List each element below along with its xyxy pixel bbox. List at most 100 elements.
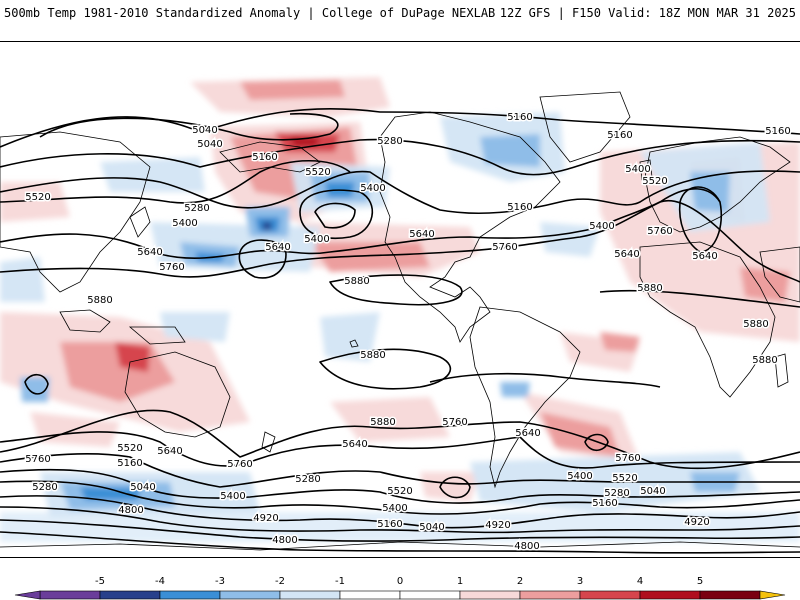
height-label: 5640 <box>692 251 717 262</box>
height-label: 5520 <box>25 192 50 203</box>
contour-low-indian <box>24 373 49 395</box>
africa-coast <box>639 241 776 398</box>
colorbar-segment <box>279 590 341 600</box>
height-label: 4800 <box>514 541 539 552</box>
height-label: 5520 <box>117 443 142 454</box>
colorbar-segment <box>219 590 281 600</box>
height-label: 5640 <box>157 446 182 457</box>
colorbar-segment <box>39 590 101 600</box>
height-label: 5400 <box>625 164 650 175</box>
height-label: 5640 <box>515 428 540 439</box>
height-label: 5160 <box>377 519 402 530</box>
colorbar-tick-label: 2 <box>517 576 523 587</box>
colorbar-tick-label: 4 <box>637 576 643 587</box>
height-label: 5040 <box>130 482 155 493</box>
colorbar-tick-label: 5 <box>697 576 703 587</box>
height-label: 5400 <box>360 183 385 194</box>
colorbar-segment <box>699 590 761 600</box>
contour-5040-south <box>0 506 800 534</box>
anomaly-colorbar: -5 -4 -3 -2 -1 0 1 2 3 4 5 <box>14 576 786 600</box>
new-zealand-coast <box>261 431 276 453</box>
contour-5160-south <box>0 495 800 529</box>
height-label: 5160 <box>507 202 532 213</box>
asia-coast <box>0 131 151 293</box>
colorbar-tick-label: 0 <box>397 576 403 587</box>
colorbar-tick-label: -4 <box>155 576 165 587</box>
height-label: 5040 <box>640 486 665 497</box>
height-label: 5280 <box>32 482 57 493</box>
colorbar-segment <box>399 590 461 600</box>
height-label: 5640 <box>265 242 290 253</box>
height-label: 5880 <box>344 276 369 287</box>
colorbar-tick-label: 1 <box>457 576 463 587</box>
height-label: 5760 <box>227 459 252 470</box>
height-label: 5400 <box>172 218 197 229</box>
height-label: 5520 <box>387 486 412 497</box>
height-label: 5280 <box>295 474 320 485</box>
colorbar-segment <box>99 590 161 600</box>
height-label: 5040 <box>419 522 444 533</box>
height-label: 5640 <box>137 247 162 258</box>
height-label: 5040 <box>192 125 217 136</box>
colorbar-segment <box>579 590 641 600</box>
colorbar-segment <box>459 590 521 600</box>
height-label: 5160 <box>592 498 617 509</box>
contour-5640-south <box>0 431 800 469</box>
height-label: 5880 <box>360 350 385 361</box>
height-label: 5880 <box>370 417 395 428</box>
japan-coast <box>129 206 151 238</box>
height-label: 5160 <box>252 152 277 163</box>
height-label: 5400 <box>304 234 329 245</box>
height-label: 5640 <box>614 249 639 260</box>
height-label: 5520 <box>305 167 330 178</box>
contour-low-south-atlantic <box>584 433 609 452</box>
height-label: 5880 <box>743 319 768 330</box>
colorbar-tick-label: 3 <box>577 576 583 587</box>
contour-5520-north <box>0 159 351 204</box>
height-label: 5760 <box>615 453 640 464</box>
coastlines <box>0 91 800 551</box>
height-label: 5880 <box>637 283 662 294</box>
height-label: 5520 <box>642 176 667 187</box>
colorbar-segment <box>159 590 221 600</box>
contour-5760-south <box>0 409 800 470</box>
new-guinea-coast <box>128 326 186 345</box>
height-label: 4800 <box>272 535 297 546</box>
height-label: 4920 <box>485 520 510 531</box>
map-panel: 5160 5040 5040 5280 5160 5160 5520 5400 5160 5520… <box>0 41 800 558</box>
height-label: 5520 <box>612 473 637 484</box>
contour-5280-south <box>0 480 800 515</box>
map-title: 500mb Temp 1981-2010 Standardized Anomal… <box>4 6 496 20</box>
height-label: 5760 <box>159 262 184 273</box>
contour-4800-south <box>0 531 800 554</box>
hawaii-coast <box>349 339 359 348</box>
height-label: 5760 <box>25 454 50 465</box>
height-label: 5760 <box>492 242 517 253</box>
height-label: 5640 <box>342 439 367 450</box>
colorbar-tick-label: -1 <box>335 576 345 587</box>
height-label: 5880 <box>87 295 112 306</box>
contour-5880-africa <box>429 372 661 388</box>
contour-5760-north <box>0 188 721 278</box>
colorbar-segment <box>639 590 701 600</box>
contour-5520-south <box>0 452 800 488</box>
contour-5400-south <box>0 468 800 504</box>
height-label: 5400 <box>589 221 614 232</box>
arabia-coast <box>759 246 800 303</box>
colorbar-tick-label: -3 <box>215 576 225 587</box>
height-label: 5880 <box>752 355 777 366</box>
contour-5880-atlantic <box>599 289 800 308</box>
model-run-info: 12Z GFS | F150 Valid: 18Z MON MAR 31 202… <box>499 6 796 20</box>
height-label: 4800 <box>118 505 143 516</box>
height-label: 5280 <box>604 488 629 499</box>
height-label: 5640 <box>409 229 434 240</box>
height-label: 5160 <box>765 126 790 137</box>
contour-low-pacific-inner <box>314 202 356 229</box>
height-label: 5280 <box>377 136 402 147</box>
colorbar-tick-label: -5 <box>95 576 105 587</box>
antarctica-coast <box>0 541 800 551</box>
contour-4920-south <box>0 519 800 542</box>
colorbar-segment <box>519 590 581 600</box>
